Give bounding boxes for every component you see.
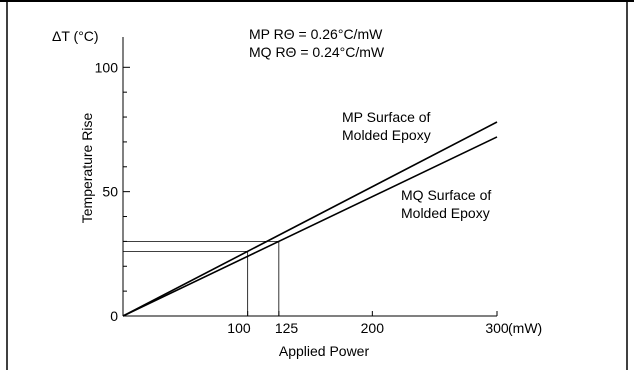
y-unit-label: ΔT (°C): [52, 28, 99, 44]
series-label-mp-line1: MP Surface of: [342, 109, 431, 125]
x-axis-title: Applied Power: [279, 343, 370, 359]
x-tick-label: 100: [227, 320, 251, 336]
y-tick-label: 50: [102, 184, 118, 200]
x-axis-ticks: 100 125 200 300: [227, 311, 509, 336]
x-tick-label: 300: [485, 320, 509, 336]
mq-resistance-annotation: MQ RΘ = 0.24°C/mW: [249, 44, 385, 60]
series-label-mq-line1: MQ Surface of: [401, 187, 491, 203]
series-lines: [122, 121, 498, 317]
y-tick-label: 100: [95, 59, 119, 75]
y-axis-title: Temperature Rise: [79, 113, 95, 224]
y-axis-ticks: 0 50 100: [95, 59, 130, 324]
series-label-mq-line2: Molded Epoxy: [401, 205, 490, 221]
series-line-mq: [122, 136, 498, 317]
series-label-mp-line2: Molded Epoxy: [342, 127, 431, 143]
reference-lines: [123, 240, 280, 316]
x-tick-label: 125: [275, 320, 299, 336]
mp-resistance-annotation: MP RΘ = 0.26°C/mW: [249, 26, 383, 42]
y-tick-label: 0: [110, 308, 118, 324]
x-tick-label: 200: [361, 320, 385, 336]
x-unit-label: (mW): [508, 320, 542, 336]
series-line-mp: [122, 121, 498, 317]
